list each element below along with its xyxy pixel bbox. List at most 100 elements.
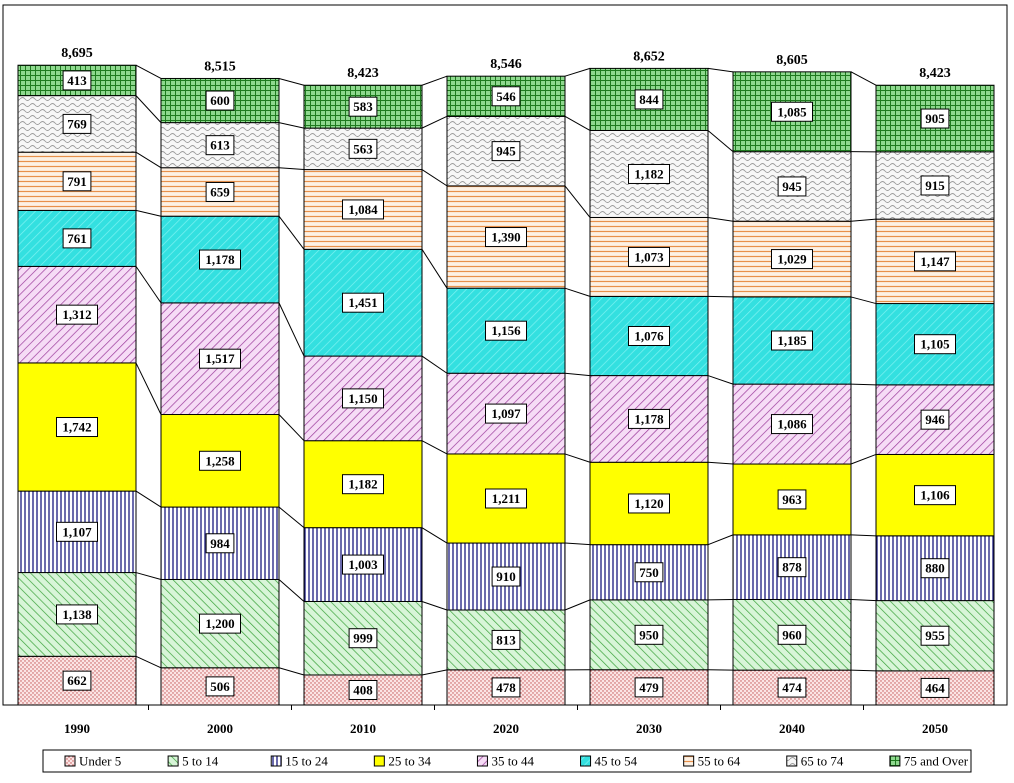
data-label-25-to-34-2030: 1,120 xyxy=(634,496,663,511)
x-tick-label-2040: 2040 xyxy=(779,721,805,736)
legend-swatch-25-to-34 xyxy=(374,756,384,766)
data-label-15-to-24-2030: 750 xyxy=(639,565,659,580)
data-label-5-to-14-2050: 955 xyxy=(925,628,945,643)
data-label-15-to-24-2010: 1,003 xyxy=(348,557,378,572)
data-label-65-to-74-2010: 563 xyxy=(353,141,373,156)
legend-label-under-5: Under 5 xyxy=(79,754,121,769)
data-label-45-to-54-2010: 1,451 xyxy=(348,295,377,310)
data-label-25-to-34-2050: 1,106 xyxy=(920,488,950,503)
data-label-55-to-64-2020: 1,390 xyxy=(491,230,520,245)
data-label-35-to-44-1990: 1,312 xyxy=(62,307,91,322)
data-label-35-to-44-2040: 1,086 xyxy=(777,417,807,432)
data-label-5-to-14-2030: 950 xyxy=(639,627,659,642)
data-label-35-to-44-2020: 1,097 xyxy=(491,406,521,421)
data-label-15-to-24-2040: 878 xyxy=(782,560,802,575)
data-label-5-to-14-2000: 1,200 xyxy=(205,616,234,631)
total-label-2010: 8,423 xyxy=(347,66,379,81)
legend-swatch-35-to-44 xyxy=(477,756,487,766)
legend-label-65-to-74: 65 to 74 xyxy=(801,754,844,769)
data-label-45-to-54-2000: 1,178 xyxy=(205,252,235,267)
data-label-45-to-54-2030: 1,076 xyxy=(634,328,664,343)
legend-swatch-45-to-54 xyxy=(581,756,591,766)
legend-label-55-to-64: 55 to 64 xyxy=(698,754,741,769)
x-tick-label-2030: 2030 xyxy=(636,721,662,736)
data-label-5-to-14-2020: 813 xyxy=(496,632,516,647)
x-tick-label-2020: 2020 xyxy=(493,721,519,736)
data-label-35-to-44-2000: 1,517 xyxy=(205,351,235,366)
data-label-under-5-2030: 479 xyxy=(639,680,659,695)
data-label-55-to-64-2040: 1,029 xyxy=(777,252,807,267)
legend-label-75-and-over: 75 and Over xyxy=(904,754,969,769)
data-label-75-and-over-2030: 844 xyxy=(639,92,659,107)
total-label-2000: 8,515 xyxy=(204,59,236,74)
data-label-75-and-over-2040: 1,085 xyxy=(777,104,807,119)
x-tick-label-2050: 2050 xyxy=(922,721,948,736)
data-label-25-to-34-2020: 1,211 xyxy=(492,491,521,506)
x-tick-label-2000: 2000 xyxy=(207,721,233,736)
legend-swatch-15-to-24 xyxy=(271,756,281,766)
bars xyxy=(18,65,994,705)
data-label-5-to-14-1990: 1,138 xyxy=(62,607,92,622)
data-label-75-and-over-1990: 413 xyxy=(67,73,87,88)
data-label-55-to-64-2050: 1,147 xyxy=(920,254,950,269)
data-label-under-5-1990: 662 xyxy=(67,673,87,688)
data-label-under-5-2040: 474 xyxy=(782,680,802,695)
legend-label-5-to-14: 5 to 14 xyxy=(182,754,219,769)
data-label-25-to-34-2040: 963 xyxy=(782,492,802,507)
data-label-65-to-74-2020: 945 xyxy=(496,144,516,159)
legend-swatch-5-to-14 xyxy=(168,756,178,766)
legend-label-35-to-44: 35 to 44 xyxy=(491,754,534,769)
data-label-45-to-54-2040: 1,185 xyxy=(777,333,807,348)
data-label-65-to-74-1990: 769 xyxy=(67,116,87,131)
data-label-5-to-14-2040: 960 xyxy=(782,627,802,642)
data-label-55-to-64-1990: 791 xyxy=(67,174,87,189)
x-axis: 1990 2000 2010 2020 2030 2040 2050 xyxy=(64,705,948,736)
data-label-65-to-74-2040: 945 xyxy=(782,179,802,194)
data-label-35-to-44-2010: 1,150 xyxy=(348,391,377,406)
total-label-2040: 8,605 xyxy=(776,53,808,68)
data-label-75-and-over-2000: 600 xyxy=(210,93,230,108)
data-label-75-and-over-2020: 546 xyxy=(496,89,516,104)
data-label-25-to-34-1990: 1,742 xyxy=(62,420,91,435)
data-label-under-5-2050: 464 xyxy=(925,680,945,695)
data-label-35-to-44-2030: 1,178 xyxy=(634,411,664,426)
legend-swatch-under-5 xyxy=(65,756,75,766)
data-label-55-to-64-2010: 1,084 xyxy=(348,202,378,217)
data-label-45-to-54-1990: 761 xyxy=(67,231,87,246)
x-tick-label-1990: 1990 xyxy=(64,721,90,736)
legend-swatch-55-to-64 xyxy=(684,756,694,766)
total-label-2020: 8,546 xyxy=(490,57,522,72)
x-tick-label-2010: 2010 xyxy=(350,721,376,736)
data-label-25-to-34-2010: 1,182 xyxy=(348,477,377,492)
data-label-5-to-14-2010: 999 xyxy=(353,631,373,646)
total-label-2030: 8,652 xyxy=(633,49,665,64)
total-label-2050: 8,423 xyxy=(919,66,951,81)
legend-swatch-65-to-74 xyxy=(787,756,797,766)
data-label-55-to-64-2000: 659 xyxy=(210,184,230,199)
data-label-25-to-34-2000: 1,258 xyxy=(205,453,235,468)
legend-swatch-75-and-over xyxy=(890,756,900,766)
data-label-75-and-over-2010: 583 xyxy=(353,99,373,114)
data-label-75-and-over-2050: 905 xyxy=(925,111,945,126)
data-label-under-5-2000: 506 xyxy=(210,679,230,694)
data-label-under-5-2020: 478 xyxy=(496,680,516,695)
data-label-15-to-24-2020: 910 xyxy=(496,569,516,584)
data-label-15-to-24-2000: 984 xyxy=(210,536,230,551)
data-label-65-to-74-2000: 613 xyxy=(210,138,230,153)
data-label-15-to-24-1990: 1,107 xyxy=(62,524,92,539)
legend-label-45-to-54: 45 to 54 xyxy=(595,754,638,769)
legend-label-15-to-24: 15 to 24 xyxy=(285,754,328,769)
data-label-65-to-74-2050: 915 xyxy=(925,178,945,193)
data-label-under-5-2010: 408 xyxy=(353,682,373,697)
connector-line xyxy=(708,296,733,297)
legend: Under 5 5 to 14 15 to 24 25 to 34 35 to 44 45… xyxy=(43,750,971,772)
data-label-65-to-74-2030: 1,182 xyxy=(634,166,663,181)
data-label-35-to-44-2050: 946 xyxy=(925,412,945,427)
data-label-45-to-54-2050: 1,105 xyxy=(920,337,950,352)
total-label-1990: 8,695 xyxy=(61,46,93,61)
data-label-55-to-64-2030: 1,073 xyxy=(634,249,664,264)
data-label-15-to-24-2050: 880 xyxy=(925,561,945,576)
legend-label-25-to-34: 25 to 34 xyxy=(388,754,431,769)
